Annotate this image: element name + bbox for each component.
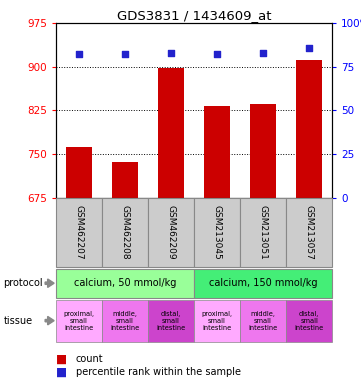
Point <box>122 51 128 58</box>
Bar <box>102 198 148 267</box>
Text: middle,
small
intestine: middle, small intestine <box>110 311 140 331</box>
Text: protocol: protocol <box>4 278 43 288</box>
Text: middle,
small
intestine: middle, small intestine <box>248 311 278 331</box>
Text: calcium, 50 mmol/kg: calcium, 50 mmol/kg <box>74 278 176 288</box>
Bar <box>296 60 322 198</box>
Point <box>260 50 266 56</box>
Text: distal,
small
intestine: distal, small intestine <box>295 311 324 331</box>
Text: GSM462208: GSM462208 <box>121 205 130 260</box>
Text: distal,
small
intestine: distal, small intestine <box>156 311 186 331</box>
Text: GSM213057: GSM213057 <box>305 205 314 260</box>
Text: tissue: tissue <box>4 316 33 326</box>
Text: GSM462207: GSM462207 <box>74 205 83 260</box>
Text: ■: ■ <box>56 353 67 366</box>
Bar <box>56 269 194 298</box>
Bar <box>102 300 148 342</box>
Text: GSM462209: GSM462209 <box>166 205 175 260</box>
Bar <box>286 300 332 342</box>
Text: count: count <box>76 354 104 364</box>
Bar <box>56 300 102 342</box>
Bar <box>148 198 194 267</box>
Point <box>306 45 312 51</box>
Bar <box>286 198 332 267</box>
Point <box>168 50 174 56</box>
Text: ■: ■ <box>56 366 67 379</box>
Bar <box>158 68 184 198</box>
Text: GSM213051: GSM213051 <box>258 205 268 260</box>
Bar <box>204 106 230 198</box>
Text: percentile rank within the sample: percentile rank within the sample <box>76 367 241 377</box>
Point <box>214 51 220 58</box>
Bar <box>148 300 194 342</box>
Bar <box>66 147 92 198</box>
Text: proximal,
small
intestine: proximal, small intestine <box>64 311 95 331</box>
Bar <box>251 104 276 198</box>
Bar <box>56 198 102 267</box>
Bar <box>240 300 286 342</box>
Bar <box>194 300 240 342</box>
Point <box>76 51 82 58</box>
Bar <box>194 198 240 267</box>
Bar <box>112 162 138 198</box>
Text: GSM213045: GSM213045 <box>213 205 222 260</box>
Bar <box>240 198 286 267</box>
Text: proximal,
small
intestine: proximal, small intestine <box>201 311 232 331</box>
Text: calcium, 150 mmol/kg: calcium, 150 mmol/kg <box>209 278 317 288</box>
Bar <box>194 269 332 298</box>
Title: GDS3831 / 1434609_at: GDS3831 / 1434609_at <box>117 9 271 22</box>
